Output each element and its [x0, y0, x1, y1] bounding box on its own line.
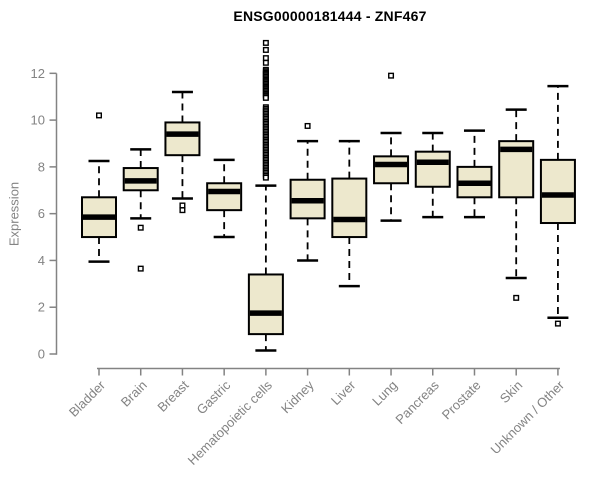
outlier-point — [262, 174, 269, 181]
outlier-point — [554, 320, 561, 327]
iqr-box — [414, 150, 451, 188]
boxplot-skin — [498, 108, 535, 301]
x-category-label-gastric: Gastric — [194, 377, 234, 417]
boxplot-prostate — [456, 129, 493, 219]
outlier-point — [388, 72, 395, 79]
boxplot-unknown-other — [539, 84, 576, 327]
y-axis-title: Expression — [6, 181, 22, 247]
boxplot-kidney — [289, 122, 326, 262]
x-category-label-skin: Skin — [497, 378, 525, 406]
outlier-point — [304, 122, 311, 129]
boxplot-pancreas — [414, 131, 451, 219]
outlier-point — [262, 39, 269, 46]
boxplot-gastric — [206, 158, 243, 239]
y-tick-label: 12 — [31, 66, 45, 81]
y-tick-label: 4 — [38, 253, 45, 268]
outlier-point — [95, 112, 102, 119]
outlier-point — [137, 224, 144, 231]
x-category-label-liver: Liver — [328, 377, 359, 408]
y-tick-label: 8 — [38, 159, 45, 174]
boxplot-liver — [331, 139, 368, 288]
boxplot-bladder — [81, 112, 117, 263]
x-category-label-lung: Lung — [369, 378, 400, 409]
y-tick-label: 2 — [38, 300, 45, 315]
y-tick-label: 6 — [38, 206, 45, 221]
y-tick-label: 10 — [31, 113, 45, 128]
iqr-box — [373, 155, 410, 185]
outlier-point — [513, 294, 520, 301]
boxplot-lung — [373, 72, 410, 222]
outlier-point — [262, 55, 269, 62]
chart-title: ENSG00000181444 - ZNF467 — [233, 8, 427, 24]
iqr-box — [164, 121, 201, 157]
y-axis: 0 2 4 6 8 10 12 — [31, 66, 58, 362]
outlier-point — [179, 207, 186, 214]
boxplot-breast — [164, 90, 201, 214]
iqr-box — [247, 273, 284, 336]
x-category-label-bladder: Bladder — [66, 377, 109, 420]
x-category-label-prostate: Prostate — [439, 378, 484, 423]
outlier-point — [137, 265, 144, 272]
y-tick-label: 0 — [38, 347, 45, 362]
outlier-point — [262, 59, 269, 66]
boxplot-hematopoietic-cells — [247, 39, 284, 352]
outlier-point — [179, 202, 186, 209]
outlier-point — [262, 46, 269, 53]
boxplot-brain — [122, 148, 159, 272]
x-category-label-breast: Breast — [154, 377, 191, 414]
iqr-box — [206, 182, 243, 212]
outlier-point — [262, 94, 269, 101]
iqr-box — [331, 177, 368, 239]
iqr-box — [539, 158, 576, 225]
x-category-label-kidney: Kidney — [278, 377, 317, 416]
x-category-label-unknown-other: Unknown / Other — [487, 377, 567, 457]
x-category-label-brain: Brain — [118, 378, 150, 410]
x-category-label-pancreas: Pancreas — [392, 377, 442, 427]
